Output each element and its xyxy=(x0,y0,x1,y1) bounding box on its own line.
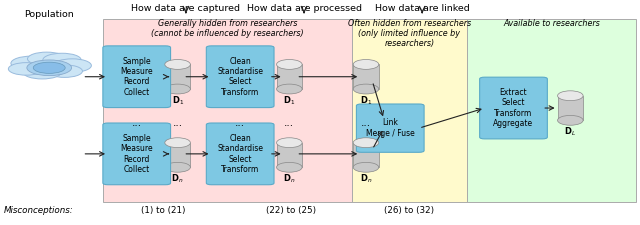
Text: Extract
Select
Transform
Aggregate: Extract Select Transform Aggregate xyxy=(493,88,534,128)
Circle shape xyxy=(11,56,52,70)
Text: Clean
Standardise
Select
Transform: Clean Standardise Select Transform xyxy=(217,134,263,174)
Circle shape xyxy=(8,63,44,75)
Ellipse shape xyxy=(165,59,190,69)
FancyBboxPatch shape xyxy=(479,77,547,139)
Circle shape xyxy=(23,65,61,79)
Text: D$_n$: D$_n$ xyxy=(172,173,184,185)
Text: (22) to (25): (22) to (25) xyxy=(266,206,316,215)
Text: Sample
Measure
Record
Collect: Sample Measure Record Collect xyxy=(120,134,153,174)
Bar xyxy=(353,64,379,89)
Bar xyxy=(276,143,302,167)
Text: ...: ... xyxy=(361,118,371,128)
Ellipse shape xyxy=(557,91,583,101)
Ellipse shape xyxy=(165,138,190,148)
Ellipse shape xyxy=(353,162,379,172)
Text: Often hidden from researchers
(only limited influence by
researchers): Often hidden from researchers (only limi… xyxy=(348,19,471,48)
Bar xyxy=(557,96,583,120)
FancyBboxPatch shape xyxy=(103,19,352,202)
FancyBboxPatch shape xyxy=(356,104,424,152)
Text: D$_1$: D$_1$ xyxy=(172,94,184,107)
Text: ...: ... xyxy=(235,118,245,128)
FancyBboxPatch shape xyxy=(352,19,467,202)
Text: (26) to (32): (26) to (32) xyxy=(385,206,435,215)
FancyBboxPatch shape xyxy=(206,46,274,108)
Text: D$_n$: D$_n$ xyxy=(360,173,372,185)
FancyBboxPatch shape xyxy=(206,123,274,185)
Text: ...: ... xyxy=(284,118,294,128)
Ellipse shape xyxy=(276,162,302,172)
Bar xyxy=(353,143,379,167)
Text: D$_n$: D$_n$ xyxy=(283,173,296,185)
Text: D$_1$: D$_1$ xyxy=(284,94,296,107)
FancyBboxPatch shape xyxy=(103,46,171,108)
Circle shape xyxy=(28,52,66,65)
Text: Link
Merge / Fuse: Link Merge / Fuse xyxy=(366,118,415,138)
Text: Generally hidden from researchers
(cannot be influenced by researchers): Generally hidden from researchers (canno… xyxy=(151,19,304,38)
Ellipse shape xyxy=(165,162,190,172)
Bar xyxy=(165,143,190,167)
Circle shape xyxy=(33,62,65,73)
Ellipse shape xyxy=(276,59,302,69)
Circle shape xyxy=(43,53,81,67)
Text: ...: ... xyxy=(132,118,142,128)
Ellipse shape xyxy=(353,84,379,94)
Bar xyxy=(276,64,302,89)
Text: (1) to (21): (1) to (21) xyxy=(141,206,186,215)
Ellipse shape xyxy=(276,84,302,94)
Text: How data are processed: How data are processed xyxy=(246,4,362,13)
Text: D$_1$: D$_1$ xyxy=(360,94,372,107)
Circle shape xyxy=(53,59,92,72)
Text: D$_L$: D$_L$ xyxy=(564,126,576,138)
FancyBboxPatch shape xyxy=(103,123,171,185)
Text: Misconceptions:: Misconceptions: xyxy=(4,206,74,215)
Circle shape xyxy=(27,60,72,76)
Ellipse shape xyxy=(557,115,583,125)
Text: Population: Population xyxy=(24,10,74,19)
Text: ...: ... xyxy=(173,118,182,128)
Bar xyxy=(165,64,190,89)
Text: How data are linked: How data are linked xyxy=(375,4,470,13)
Text: How data are captured: How data are captured xyxy=(131,4,241,13)
Text: Available to researchers: Available to researchers xyxy=(504,19,600,28)
Ellipse shape xyxy=(353,59,379,69)
Ellipse shape xyxy=(165,84,190,94)
FancyBboxPatch shape xyxy=(467,19,636,202)
Circle shape xyxy=(47,65,83,77)
Text: Clean
Standardise
Select
Transform: Clean Standardise Select Transform xyxy=(217,57,263,97)
Text: Sample
Measure
Record
Collect: Sample Measure Record Collect xyxy=(120,57,153,97)
Ellipse shape xyxy=(276,138,302,148)
Ellipse shape xyxy=(353,138,379,148)
